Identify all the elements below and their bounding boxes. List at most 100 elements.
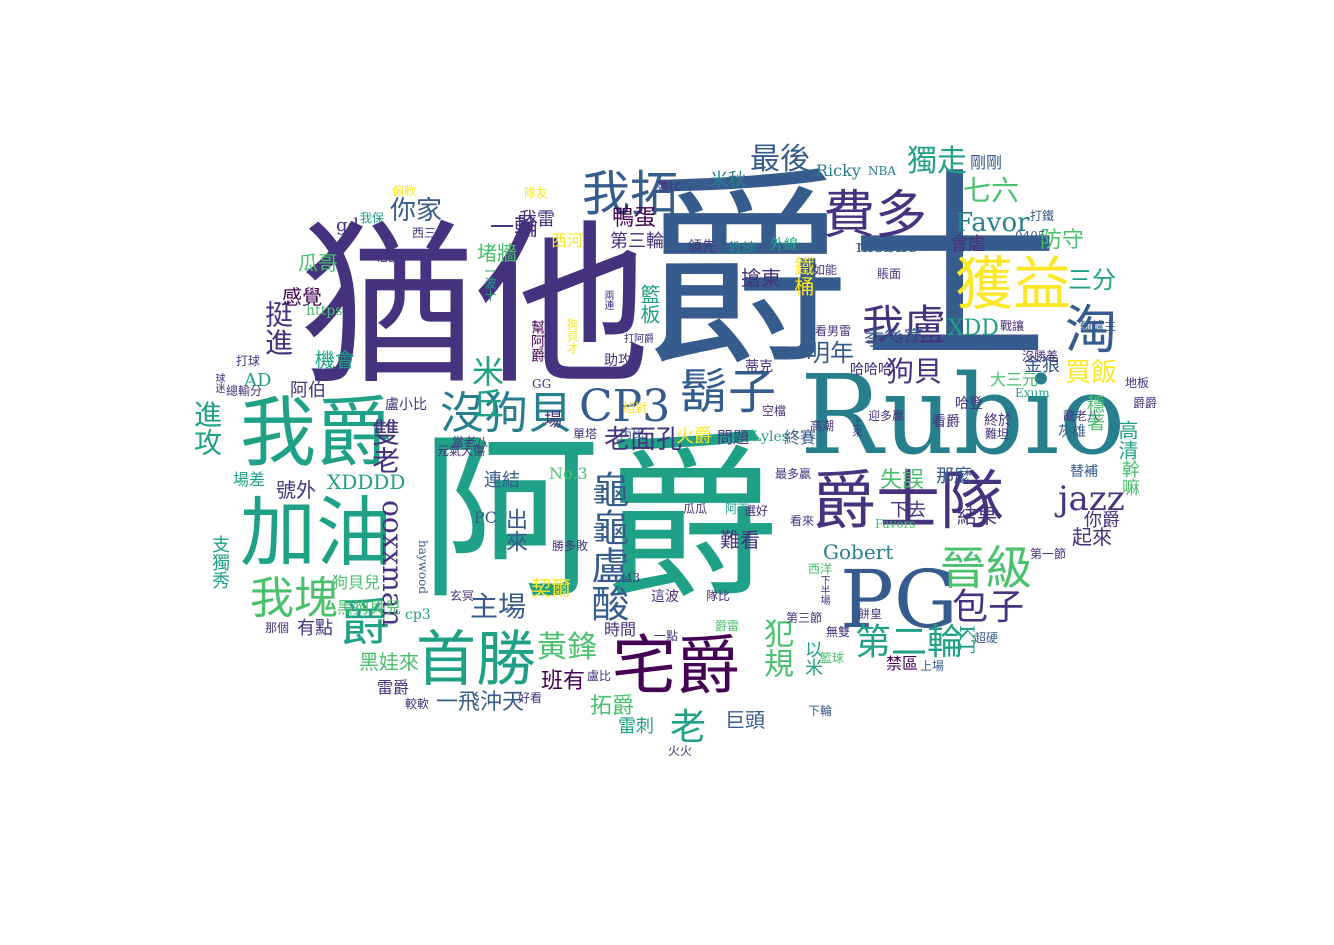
word-tigao: 高潮 (810, 419, 835, 433)
word-ganjue: 感覺 (282, 285, 322, 309)
word-haowai: 號外 (276, 478, 316, 502)
word-xiaoshuo: 看男雷 (815, 324, 852, 338)
word-heiwalai: 黑狗貝兒 (337, 598, 402, 617)
word-dadi: 打鐵 (1030, 209, 1055, 223)
word-lubi: 魯比 (657, 179, 682, 193)
word-baozi: 包子 (952, 587, 1025, 628)
word-haha: 哈哈哈 (850, 362, 892, 378)
word-tiebao: 鐵桶 (791, 256, 815, 296)
word-jazz: jazz (1058, 479, 1125, 519)
word-dudiang: 堵牆 (477, 241, 517, 265)
word-zhi: 終賽 (784, 428, 817, 447)
word-cp3small: cp3 (405, 607, 431, 623)
word-nankan: 難看 (720, 528, 760, 552)
word-laoba: 龍老八 (1063, 409, 1100, 423)
word-jieqiu: 迎多贏 (868, 409, 905, 423)
word-ajue: 阿爵 (420, 415, 781, 624)
word-dierjie: 第三節 (786, 611, 823, 625)
word-zhuangong: 助攻 (604, 353, 632, 369)
word-fangshou: 防守 (1040, 228, 1085, 253)
word-xdddd: XDDDD (327, 470, 406, 494)
word-cp3: CP3 (579, 381, 671, 432)
word-nba: NBA (868, 164, 896, 178)
word-zhangmian: 賬面 (877, 267, 902, 281)
word-shiwu: 失誤 (880, 468, 925, 493)
word-gd: gd (336, 215, 360, 236)
word-lianji: 兩連 (602, 290, 613, 310)
word-goubeicai: 狗貝才 (565, 318, 579, 354)
word-zuidui: 組對 (623, 401, 648, 415)
word-wojue: 我爵 (240, 388, 392, 477)
word-chulai: 出來 (502, 508, 527, 552)
word-suifu: 隊比 (706, 589, 731, 603)
word-yimi: 以米 (802, 640, 823, 676)
word-kanlai: 看來 (790, 514, 815, 528)
word-gg: GG (532, 377, 552, 391)
word-changcha: 場差 (233, 470, 266, 489)
word-guage: 瓜哥 (298, 251, 338, 275)
word-jutou: 巨頭 (725, 708, 765, 732)
word-dierlun: 第二輪 (855, 622, 964, 663)
word-mobile: mobile (856, 236, 918, 257)
word-wobao: 我保 (360, 211, 385, 225)
word-shuanglao: 雙老 (368, 418, 401, 474)
word-jiayou: 加油 (240, 488, 392, 577)
word-jinqu: 禁區 (886, 654, 919, 673)
word-xihe: 西河 (551, 231, 584, 250)
word-jieguo: 結果 (957, 504, 997, 528)
word-disanlun: 第三輪 (610, 231, 664, 252)
word-duiyou: 隊友 (524, 186, 549, 200)
word-jue_single: 爵 (340, 594, 390, 652)
word-bingwang: 餅皇 (858, 607, 883, 621)
word-yifeichongtian: 一飛沖天 (436, 690, 525, 715)
word-sanfen: 三分 (1068, 266, 1116, 294)
word-huzi: 鬍子 (680, 364, 777, 420)
word-chaoying: 超硬 (974, 631, 999, 645)
word-jihui: 機會 (315, 348, 355, 372)
word-zuihou: 最後 (750, 142, 810, 177)
word-yibo: 一波十 (483, 265, 497, 301)
word-ad: AD (244, 370, 272, 391)
word-waixian: 外線 (770, 237, 798, 253)
word-abo: 阿伯 (290, 380, 326, 401)
word-huoyi: 獲益 (955, 250, 1072, 318)
word-jinlang: 金狼 (1024, 355, 1060, 376)
word-jue: 爵士 (640, 150, 1061, 395)
word-jiaolian: 教練 (728, 241, 756, 257)
word-name: 那麼 (936, 466, 972, 487)
word-rujin: 如能 (813, 263, 838, 277)
word-luojue2: 幫阿爵 (529, 320, 545, 362)
word-tiqian: 替補 (1070, 464, 1098, 480)
word-qiele: 契爾 (531, 576, 571, 600)
word-huilu: 會虐 (950, 234, 986, 255)
word-zuiduoying: 最多贏 (775, 467, 812, 481)
word-qiangdong: 搶東 (741, 266, 781, 290)
word-kongjian: 空檔 (762, 404, 787, 418)
word-huangfeng: 黃鋒 (537, 630, 597, 665)
word-lucheng: 盧比 (587, 669, 612, 683)
word-dalaji: 打阿爵 (624, 334, 654, 345)
word-shijian: 時間 (604, 620, 637, 639)
word-mingnian: 明年 (806, 339, 854, 367)
word-xiajie: 下半場 (818, 575, 829, 605)
word-leici: 雷刺 (618, 716, 654, 737)
word-xdd: XDD (948, 316, 999, 341)
word-wolei: 我雷 (519, 209, 555, 230)
word-taji: 他爵 (376, 250, 401, 264)
word-meishengcha: 沒勝差 (1022, 349, 1059, 363)
word-0405: 0405 (1015, 229, 1046, 243)
word-haihaihai: 選好 (744, 504, 769, 518)
word-laomiankong: 老面孔 (604, 425, 683, 455)
word-youdian: 有點 (297, 618, 333, 639)
word-huixiong: 灰雄 (1058, 424, 1086, 440)
word-tao: 淘 (1065, 301, 1118, 361)
word-xuanming: 玄冥 (450, 589, 475, 603)
word-wolu: 我盧 (862, 301, 947, 350)
word-yuanqitianshang: 元氣大傷 (437, 444, 486, 458)
word-qiliu: 七六 (963, 174, 1020, 207)
word-gaoqing: 高清 (1115, 420, 1139, 460)
word-wenti: 問題 (717, 428, 750, 447)
word-luojue: 拓爵 (590, 694, 635, 719)
word-woluo: 我拓 (582, 166, 679, 222)
word-zhuchang: 主場 (470, 590, 527, 623)
